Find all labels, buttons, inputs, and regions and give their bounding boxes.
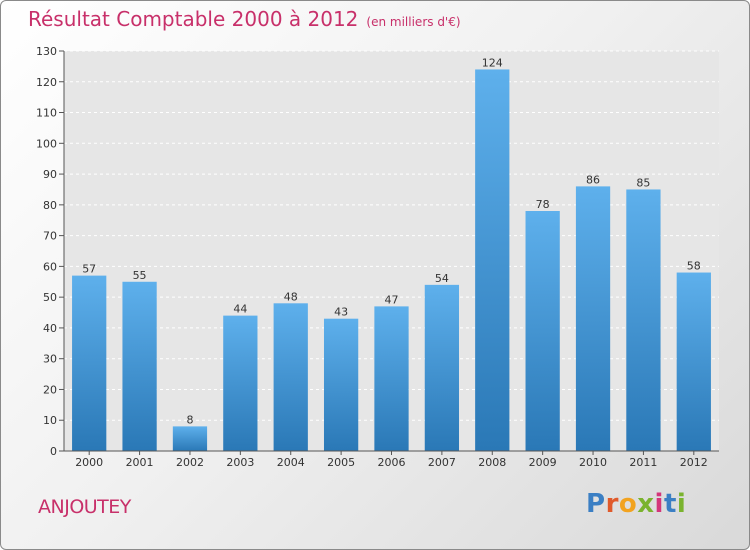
brand-letter: r xyxy=(605,489,619,519)
chart-title-text: Résultat Comptable 2000 à 2012 xyxy=(28,7,359,31)
data-label: 54 xyxy=(435,272,449,285)
data-label: 48 xyxy=(284,290,298,303)
bar xyxy=(273,303,308,451)
y-tick-label: 0 xyxy=(50,445,57,458)
y-tick-label: 60 xyxy=(43,260,57,273)
data-label: 58 xyxy=(687,260,701,273)
x-tick-label: 2000 xyxy=(75,456,103,469)
y-tick-label: 70 xyxy=(43,230,57,243)
x-tick-label: 2009 xyxy=(529,456,557,469)
labels: 0 10 20 30 40 50 60 70 80 90 100 110 120 130 57 2000 55 2… xyxy=(36,45,708,469)
y-tick-label: 10 xyxy=(43,414,57,427)
bar xyxy=(72,275,107,451)
brand-letter: x xyxy=(637,489,655,519)
data-label: 55 xyxy=(133,269,147,282)
bar xyxy=(223,315,258,451)
y-tick-label: 90 xyxy=(43,168,57,181)
bar xyxy=(323,318,359,451)
data-label: 86 xyxy=(586,173,600,186)
x-tick-label: 2004 xyxy=(277,456,305,469)
data-label: 85 xyxy=(636,176,650,189)
brand-letter: t xyxy=(663,489,677,519)
y-tick-label: 20 xyxy=(43,383,57,396)
brand-letter: i xyxy=(654,489,664,519)
x-tick-label: 2001 xyxy=(126,456,154,469)
data-label: 47 xyxy=(385,293,399,306)
data-label: 44 xyxy=(233,303,247,316)
data-label: 57 xyxy=(82,263,96,276)
bar xyxy=(172,426,208,451)
x-tick-label: 2008 xyxy=(478,456,506,469)
bar xyxy=(424,284,460,451)
brand-logo: Proxiti xyxy=(586,489,686,519)
x-tick-label: 2007 xyxy=(428,456,456,469)
bar xyxy=(525,211,560,451)
chart-title: Résultat Comptable 2000 à 2012 (en millie… xyxy=(28,7,461,31)
y-tick-label: 40 xyxy=(43,322,57,335)
bar xyxy=(475,69,510,451)
y-tick-label: 80 xyxy=(43,199,57,212)
bar xyxy=(374,306,409,451)
y-tick-label: 120 xyxy=(36,76,57,89)
brand-letter: i xyxy=(676,489,687,519)
data-label: 78 xyxy=(536,198,550,211)
x-tick-label: 2006 xyxy=(378,456,406,469)
x-tick-label: 2011 xyxy=(629,456,657,469)
x-tick-label: 2010 xyxy=(579,456,607,469)
y-tick-label: 100 xyxy=(36,137,57,150)
axes xyxy=(59,50,719,455)
bars xyxy=(72,69,711,451)
commune-name: ANJOUTEY xyxy=(38,496,131,518)
bar xyxy=(122,281,157,451)
bar xyxy=(626,189,661,451)
y-tick-label: 50 xyxy=(43,291,57,304)
gridlines xyxy=(64,50,719,421)
y-tick-label: 130 xyxy=(36,45,57,58)
x-tick-label: 2003 xyxy=(226,456,254,469)
bar xyxy=(575,186,611,451)
brand-letter: P xyxy=(586,489,606,519)
chart-subtitle: (en milliers d'€) xyxy=(366,15,461,29)
data-label: 43 xyxy=(334,306,348,319)
x-tick-label: 2005 xyxy=(327,456,355,469)
y-tick-label: 110 xyxy=(36,107,57,120)
bar xyxy=(676,272,711,451)
x-tick-label: 2012 xyxy=(680,456,708,469)
brand-letter: o xyxy=(618,489,638,519)
x-tick-label: 2002 xyxy=(176,456,204,469)
y-tick-label: 30 xyxy=(43,353,57,366)
data-label: 124 xyxy=(482,56,503,69)
data-label: 8 xyxy=(186,413,193,426)
